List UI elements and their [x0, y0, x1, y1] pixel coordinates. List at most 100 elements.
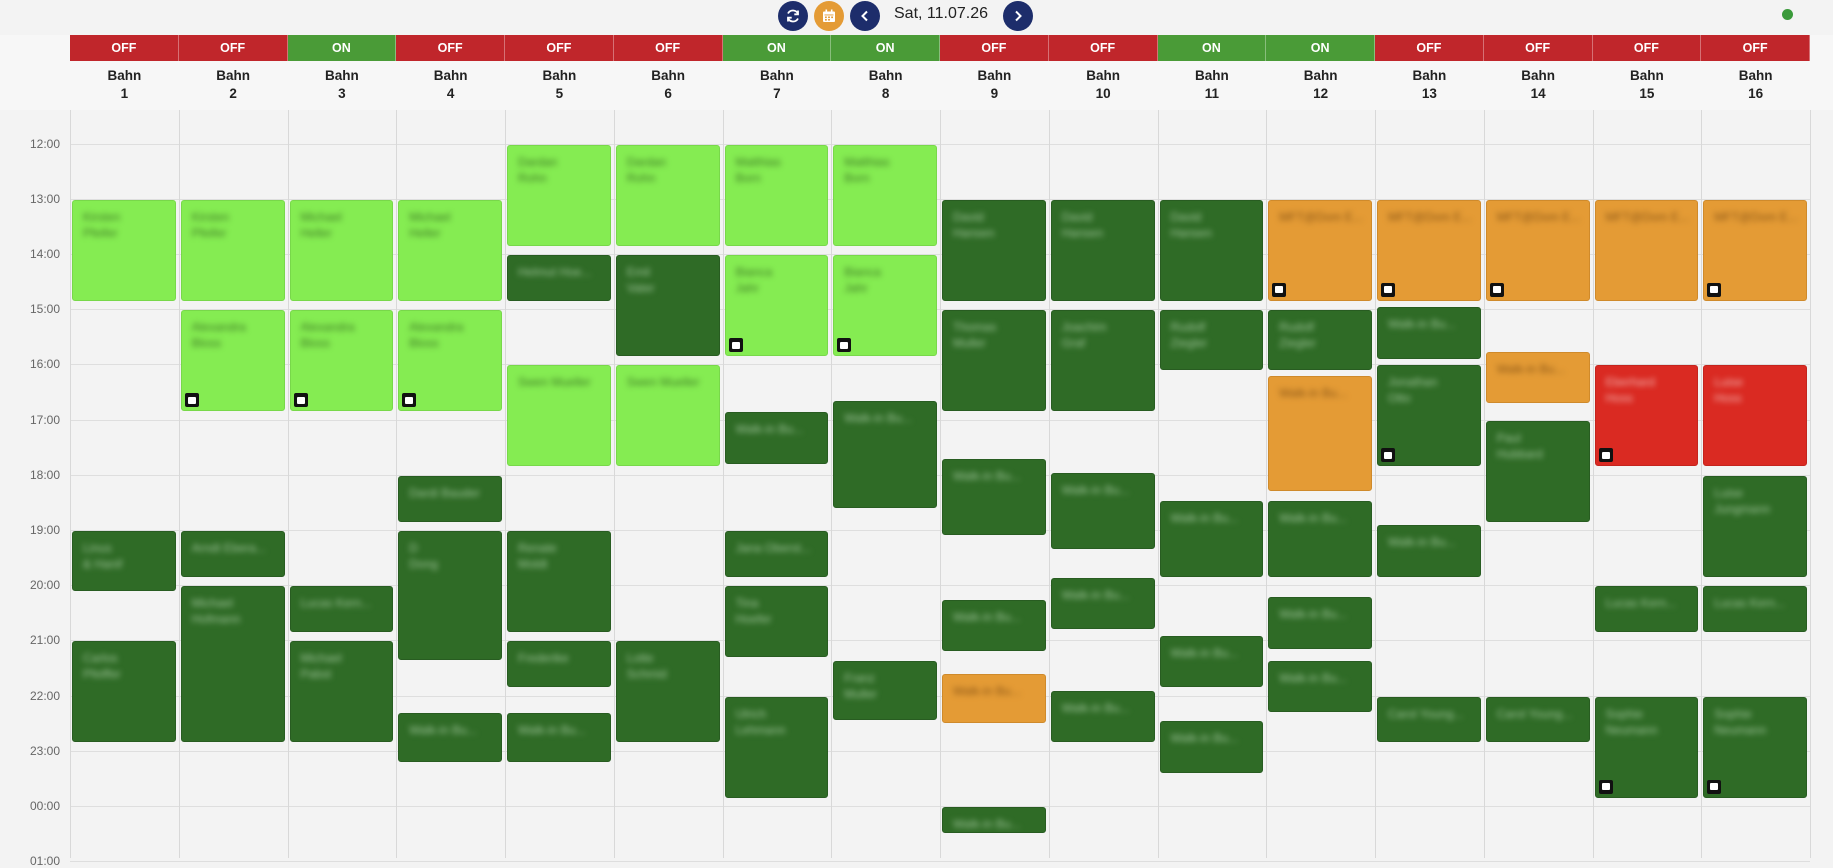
booking-block[interactable]: Luise Jungmann [1703, 475, 1807, 577]
note-icon[interactable] [402, 393, 417, 408]
booking-block[interactable]: MFT@Dom E... [1594, 199, 1699, 301]
booking-block[interactable]: Michael Pabst [289, 641, 394, 743]
booking-block[interactable]: Joachim Graf [1050, 310, 1155, 412]
note-icon[interactable] [293, 393, 308, 408]
booking-block[interactable]: Ulrich Lehmann [724, 696, 829, 798]
booking-block[interactable]: Walk-in Bu... [1159, 500, 1264, 577]
booking-block[interactable]: Linus & Hanif [72, 530, 176, 591]
lane-status-toggle[interactable]: ON [722, 35, 832, 61]
booking-block[interactable]: Matthias Born [724, 144, 829, 246]
booking-block[interactable]: Rudolf Ziegler [1268, 310, 1372, 370]
booking-block[interactable]: Luise Hoss [1703, 365, 1807, 467]
lane-status-toggle[interactable]: OFF [1701, 35, 1810, 61]
booking-block[interactable]: Tina Hoefer [724, 586, 829, 657]
note-icon[interactable] [1707, 779, 1722, 794]
booking-block[interactable]: Walk-in Bu... [942, 459, 1046, 536]
booking-block[interactable]: Alexandra Bloss [398, 310, 502, 412]
lane-status-toggle[interactable]: OFF [613, 35, 723, 61]
booking-block[interactable]: MFT@Dom E... [1485, 199, 1590, 301]
booking-block[interactable]: Helmut Hoe... [507, 254, 611, 301]
booking-block[interactable]: Lucas Kern... [1594, 586, 1699, 632]
booking-block[interactable]: Walk-in Bu... [1268, 376, 1372, 492]
booking-block[interactable]: Walk-in Bu... [1268, 597, 1372, 649]
note-icon[interactable] [1598, 448, 1613, 463]
booking-block[interactable]: Carlos Pfeiffer [72, 641, 176, 743]
booking-block[interactable]: Renate Moldt [507, 530, 611, 632]
booking-block[interactable]: Dardi Bauder [398, 475, 502, 522]
booking-block[interactable]: Lucas Kern... [289, 586, 394, 632]
booking-block[interactable]: Walk-in Bu... [507, 713, 611, 762]
booking-block[interactable]: Walk-in Bu... [1159, 635, 1264, 688]
booking-block[interactable]: Michael Heller [289, 199, 394, 301]
booking-block[interactable]: Matthias Born [833, 144, 937, 246]
booking-block[interactable]: Arndt Ebera... [180, 530, 285, 577]
refresh-button[interactable] [778, 1, 808, 31]
calendar-button[interactable] [814, 1, 844, 31]
lane-status-toggle[interactable]: ON [1157, 35, 1267, 61]
booking-block[interactable]: Jonathan Otto [1377, 365, 1481, 467]
booking-block[interactable]: Frederike [507, 641, 611, 688]
note-icon[interactable] [1598, 779, 1613, 794]
booking-block[interactable]: Walk-in Bu... [398, 713, 502, 762]
booking-block[interactable]: D Dong [398, 530, 502, 660]
booking-block[interactable]: Sophie Neumann [1594, 696, 1699, 798]
booking-block[interactable]: Rudolf Ziegler [1159, 310, 1264, 370]
booking-block[interactable]: Lucas Kern... [1703, 586, 1807, 632]
booking-block[interactable]: David Hansen [1159, 199, 1264, 301]
booking-block[interactable]: Kirsten Pfeifer [72, 199, 176, 301]
booking-block[interactable]: Swen Mueller [507, 365, 611, 467]
note-icon[interactable] [1381, 448, 1395, 463]
booking-block[interactable]: Alexandra Bloss [289, 310, 394, 412]
booking-block[interactable]: Walk-in Bu... [1377, 525, 1481, 577]
booking-block[interactable]: Michael Heller [398, 199, 502, 301]
note-icon[interactable] [184, 393, 199, 408]
lane-status-toggle[interactable]: OFF [1592, 35, 1702, 61]
booking-block[interactable]: Paul Hubbard [1485, 420, 1590, 522]
booking-block[interactable]: Walk-in Bu... [1268, 500, 1372, 577]
lane-status-toggle[interactable]: OFF [1483, 35, 1593, 61]
booking-block[interactable]: Walk-in Bu... [942, 806, 1046, 834]
lane-status-toggle[interactable]: ON [1266, 35, 1375, 61]
booking-block[interactable]: Carol Young... [1485, 696, 1590, 743]
booking-block[interactable]: Bianca Jahr [724, 254, 829, 356]
booking-block[interactable]: MFT@Dom E... [1703, 199, 1807, 301]
booking-block[interactable]: Walk-in Bu... [1377, 307, 1481, 359]
booking-block[interactable]: Walk-in Bu... [1159, 721, 1264, 773]
lane-status-toggle[interactable]: OFF [940, 35, 1049, 61]
booking-block[interactable]: Walk-in Bu... [942, 599, 1046, 652]
lane-status-toggle[interactable]: OFF [178, 35, 288, 61]
note-icon[interactable] [1707, 282, 1722, 297]
booking-block[interactable]: Walk-in Bu... [1050, 577, 1155, 630]
booking-block[interactable]: Walk-in Bu... [833, 401, 937, 508]
note-icon[interactable] [837, 338, 852, 352]
booking-block[interactable]: Dardan Rohn [615, 144, 720, 246]
booking-block[interactable]: Walk-in Bu... [1050, 472, 1155, 550]
lane-status-toggle[interactable]: OFF [396, 35, 505, 61]
lane-status-toggle[interactable]: OFF [1048, 35, 1158, 61]
note-icon[interactable] [1272, 282, 1287, 297]
booking-block[interactable]: Carol Young... [1377, 696, 1481, 743]
booking-block[interactable]: MFT@Dom E... [1377, 199, 1481, 301]
booking-block[interactable]: Alexandra Bloss [180, 310, 285, 412]
note-icon[interactable] [1381, 282, 1395, 297]
lane-status-toggle[interactable]: OFF [1375, 35, 1484, 61]
previous-day-button[interactable] [850, 1, 880, 31]
note-icon[interactable] [1489, 282, 1504, 297]
booking-block[interactable]: Thomas Muller [942, 310, 1046, 412]
booking-block[interactable]: David Hansen [942, 199, 1046, 301]
booking-block[interactable]: Kirsten Pfeifer [180, 199, 285, 301]
booking-block[interactable]: Walk-in Bu... [724, 412, 829, 464]
booking-block[interactable]: David Hansen [1050, 199, 1155, 301]
lane-status-toggle[interactable]: ON [287, 35, 397, 61]
booking-block[interactable]: Lotte Schmid [615, 641, 720, 743]
booking-block[interactable]: Walk-in Bu... [1268, 660, 1372, 713]
note-icon[interactable] [728, 338, 743, 352]
booking-block[interactable]: Swen Mueller [615, 365, 720, 467]
booking-block[interactable]: Franz Muller [833, 660, 937, 721]
lane-status-toggle[interactable]: ON [831, 35, 940, 61]
booking-block[interactable]: Walk-in Bu... [1485, 351, 1590, 403]
booking-block[interactable]: Emil Vater [615, 254, 720, 356]
booking-block[interactable]: MFT@Dom E... [1268, 199, 1372, 301]
booking-block[interactable]: Bianca Jahr [833, 254, 937, 356]
booking-block[interactable]: Walk-in Bu... [942, 674, 1046, 724]
